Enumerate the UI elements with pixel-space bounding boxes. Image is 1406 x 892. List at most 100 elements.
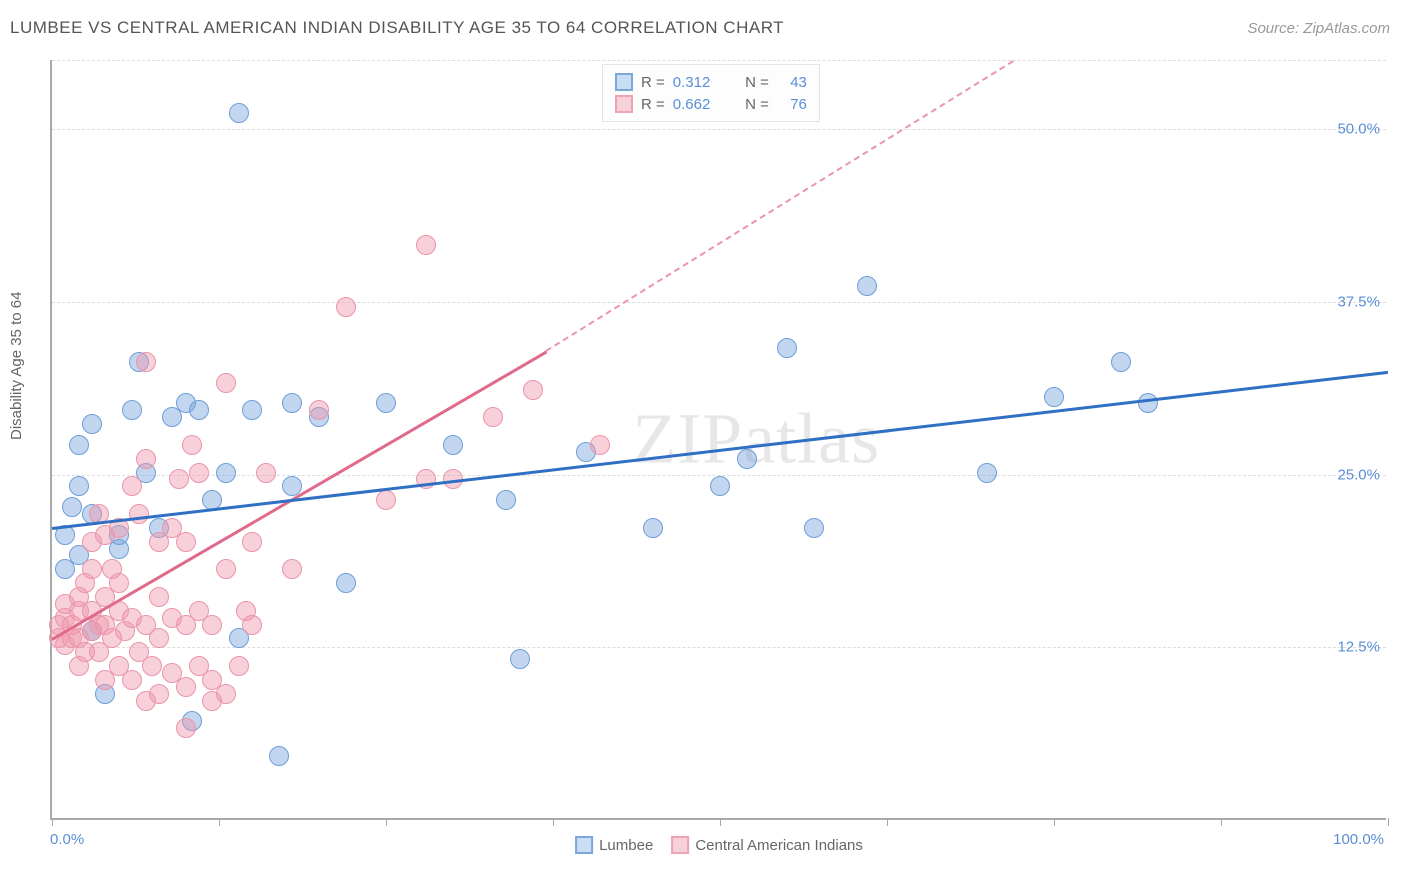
trend-line	[52, 371, 1388, 530]
header-row: LUMBEE VS CENTRAL AMERICAN INDIAN DISABI…	[10, 18, 1390, 38]
data-point	[1138, 393, 1158, 413]
data-point	[176, 677, 196, 697]
x-tick	[720, 818, 721, 826]
trend-line	[51, 350, 547, 640]
x-tick	[1221, 818, 1222, 826]
data-point	[229, 656, 249, 676]
data-point	[857, 276, 877, 296]
data-point	[1111, 352, 1131, 372]
data-point	[282, 559, 302, 579]
data-point	[269, 746, 289, 766]
data-point	[122, 476, 142, 496]
data-point	[336, 573, 356, 593]
data-point	[69, 476, 89, 496]
data-point	[977, 463, 997, 483]
data-point	[189, 463, 209, 483]
data-point	[804, 518, 824, 538]
data-point	[242, 400, 262, 420]
y-axis-label: Disability Age 35 to 64	[8, 292, 25, 440]
data-point	[376, 490, 396, 510]
data-point	[69, 435, 89, 455]
data-point	[376, 393, 396, 413]
source-label: Source: ZipAtlas.com	[1247, 20, 1390, 37]
gridline	[52, 129, 1386, 130]
x-tick-label: 100.0%	[1333, 831, 1384, 848]
gridline	[52, 302, 1386, 303]
data-point	[216, 373, 236, 393]
data-point	[737, 449, 757, 469]
x-tick	[553, 818, 554, 826]
watermark: ZIPatlas	[632, 398, 880, 481]
legend-swatch	[671, 836, 689, 854]
data-point	[496, 490, 516, 510]
data-point	[82, 414, 102, 434]
data-point	[523, 380, 543, 400]
legend-row: R = 0.312 N = 43	[615, 71, 807, 93]
legend-n-value: 43	[777, 74, 807, 91]
data-point	[282, 393, 302, 413]
x-tick	[52, 818, 53, 826]
data-point	[590, 435, 610, 455]
legend-swatch	[615, 95, 633, 113]
legend-n-label: N =	[737, 96, 769, 113]
data-point	[109, 573, 129, 593]
x-tick	[386, 818, 387, 826]
data-point	[443, 435, 463, 455]
legend-item: Central American Indians	[671, 836, 863, 854]
series-legend: Lumbee Central American Indians	[575, 836, 863, 854]
stats-legend: R = 0.312 N = 43R = 0.662 N = 76	[602, 64, 820, 122]
series-name: Central American Indians	[695, 837, 863, 854]
correlation-chart: LUMBEE VS CENTRAL AMERICAN INDIAN DISABI…	[0, 0, 1406, 892]
gridline	[52, 60, 1386, 61]
data-point	[416, 235, 436, 255]
data-point	[643, 518, 663, 538]
data-point	[710, 476, 730, 496]
data-point	[122, 670, 142, 690]
legend-item: Lumbee	[575, 836, 653, 854]
x-tick	[219, 818, 220, 826]
y-tick-label: 50.0%	[1337, 121, 1380, 138]
y-tick-label: 25.0%	[1337, 466, 1380, 483]
data-point	[136, 352, 156, 372]
data-point	[189, 400, 209, 420]
data-point	[777, 338, 797, 358]
x-tick-label: 0.0%	[50, 831, 84, 848]
legend-r-label: R =	[641, 96, 665, 113]
data-point	[176, 532, 196, 552]
data-point	[309, 400, 329, 420]
data-point	[256, 463, 276, 483]
data-point	[182, 435, 202, 455]
data-point	[510, 649, 530, 669]
data-point	[142, 656, 162, 676]
data-point	[149, 628, 169, 648]
data-point	[216, 463, 236, 483]
data-point	[483, 407, 503, 427]
x-tick	[1388, 818, 1389, 826]
data-point	[336, 297, 356, 317]
data-point	[62, 497, 82, 517]
legend-r-value: 0.312	[673, 74, 729, 91]
data-point	[242, 532, 262, 552]
data-point	[1044, 387, 1064, 407]
legend-row: R = 0.662 N = 76	[615, 93, 807, 115]
data-point	[136, 449, 156, 469]
data-point	[129, 504, 149, 524]
data-point	[176, 718, 196, 738]
legend-swatch	[575, 836, 593, 854]
legend-n-value: 76	[777, 96, 807, 113]
y-tick-label: 12.5%	[1337, 639, 1380, 656]
x-tick	[1054, 818, 1055, 826]
data-point	[229, 103, 249, 123]
gridline	[52, 475, 1386, 476]
y-tick-label: 37.5%	[1337, 293, 1380, 310]
legend-r-value: 0.662	[673, 96, 729, 113]
data-point	[202, 615, 222, 635]
data-point	[149, 587, 169, 607]
chart-title: LUMBEE VS CENTRAL AMERICAN INDIAN DISABI…	[10, 18, 784, 38]
gridline	[52, 647, 1386, 648]
legend-swatch	[615, 73, 633, 91]
data-point	[242, 615, 262, 635]
series-name: Lumbee	[599, 837, 653, 854]
data-point	[169, 469, 189, 489]
x-tick	[887, 818, 888, 826]
